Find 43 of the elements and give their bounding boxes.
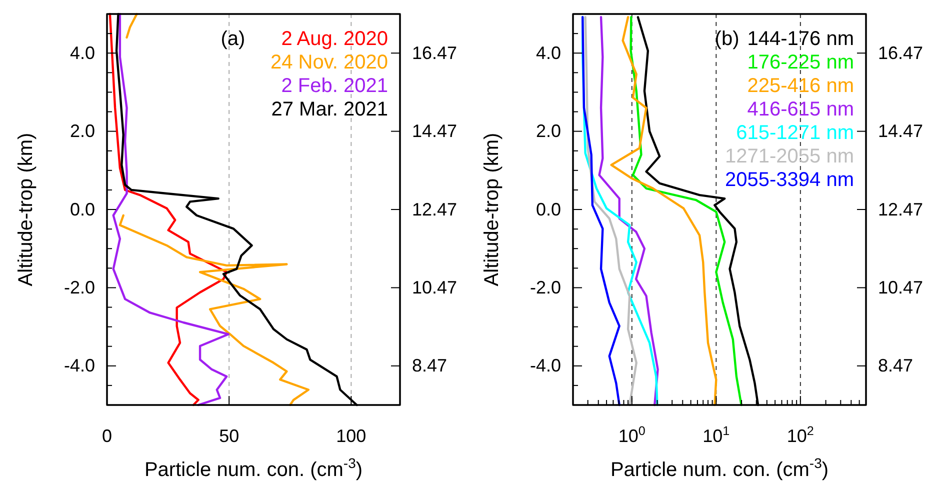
x-tick-label: 10$^{2}$ bbox=[786, 424, 814, 446]
y2-tick-label: 16.47 bbox=[878, 42, 924, 63]
y2-tick-label: 10.47 bbox=[412, 277, 458, 298]
x-axis-title: Particle num. con. (cm$^{-3}$) bbox=[144, 455, 363, 481]
y2-tick-label: 10.47 bbox=[878, 277, 924, 298]
text: 225-416 nm bbox=[747, 75, 854, 97]
text: 1271-2055 nm bbox=[725, 146, 854, 168]
text: 144-176 nm bbox=[747, 28, 854, 50]
x-tick-label: 10$^{1}$ bbox=[702, 424, 730, 446]
x-tick-label: 10$^{0}$ bbox=[618, 424, 646, 446]
y-tick-label: -2.0 bbox=[530, 277, 561, 298]
y-tick-label: 0.0 bbox=[70, 199, 95, 220]
text: 24 Nov. 2020 bbox=[270, 52, 388, 74]
x-tick-label: 0 bbox=[102, 426, 112, 446]
text: 27 Mar. 2021 bbox=[271, 98, 388, 120]
x-tick-label: 100 bbox=[336, 426, 366, 446]
annotation: (b) bbox=[714, 28, 740, 50]
text: 176-225 nm bbox=[747, 52, 854, 74]
y-axis-title: Altitude-trop (km) bbox=[481, 132, 503, 286]
x-axis-title: Particle num. con. (cm$^{-3}$) bbox=[610, 455, 829, 481]
text: 615-1271 nm bbox=[736, 122, 854, 144]
x-tick-label: 50 bbox=[219, 426, 240, 446]
y2-tick-label: 8.47 bbox=[412, 356, 448, 376]
y-tick-label: -4.0 bbox=[530, 356, 561, 376]
annotation: (a) bbox=[220, 28, 246, 50]
y-tick-label: -2.0 bbox=[64, 277, 95, 298]
y2-tick-label: 8.47 bbox=[878, 356, 914, 376]
text: 2055-3394 nm bbox=[725, 169, 854, 191]
y2-tick-label: 12.47 bbox=[412, 199, 458, 220]
y2-tick-label: 12.47 bbox=[878, 199, 924, 220]
y-axis-title: Altitude-trop (km) bbox=[15, 132, 37, 286]
y-tick-label: 0.0 bbox=[536, 199, 561, 220]
text: 2 Aug. 2020 bbox=[281, 28, 388, 50]
y-tick-label: 4.0 bbox=[70, 42, 95, 63]
text: 416-615 nm bbox=[747, 98, 854, 120]
text: 2 Feb. 2021 bbox=[281, 75, 388, 97]
y-tick-label: 4.0 bbox=[536, 42, 561, 63]
y2-tick-label: 14.47 bbox=[412, 121, 458, 142]
y2-tick-label: 16.47 bbox=[412, 42, 458, 63]
y2-tick-label: 14.47 bbox=[878, 121, 924, 142]
y-tick-label: 2.0 bbox=[536, 121, 561, 142]
y-tick-label: 2.0 bbox=[70, 121, 95, 142]
y-tick-label: -4.0 bbox=[64, 356, 95, 376]
